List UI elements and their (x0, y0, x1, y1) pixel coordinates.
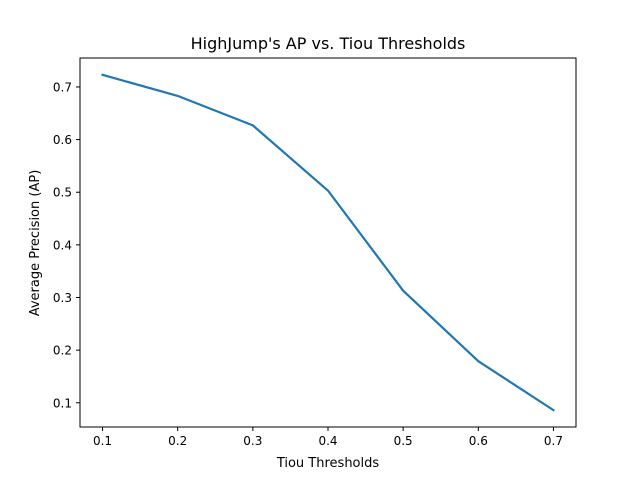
y-tick-label: 0.5 (53, 186, 72, 200)
y-axis-label: Average Precision (AP) (28, 170, 43, 317)
x-tick-label: 0.6 (469, 434, 488, 448)
x-axis-label: Tiou Thresholds (276, 456, 380, 471)
y-tick-label: 0.6 (53, 133, 72, 147)
x-tick-label: 0.1 (93, 434, 112, 448)
x-tick-label: 0.7 (544, 434, 563, 448)
x-tick-label: 0.2 (168, 434, 187, 448)
x-tick-label: 0.4 (318, 434, 337, 448)
x-tick-label: 0.5 (394, 434, 413, 448)
y-tick-label: 0.2 (53, 344, 72, 358)
y-tick-label: 0.1 (53, 396, 72, 410)
y-tick-label: 0.4 (53, 238, 72, 252)
x-tick-label: 0.3 (243, 434, 262, 448)
chart-title: HighJump's AP vs. Tiou Thresholds (191, 34, 466, 53)
y-tick-label: 0.3 (53, 291, 72, 305)
y-tick-label: 0.7 (53, 80, 72, 94)
